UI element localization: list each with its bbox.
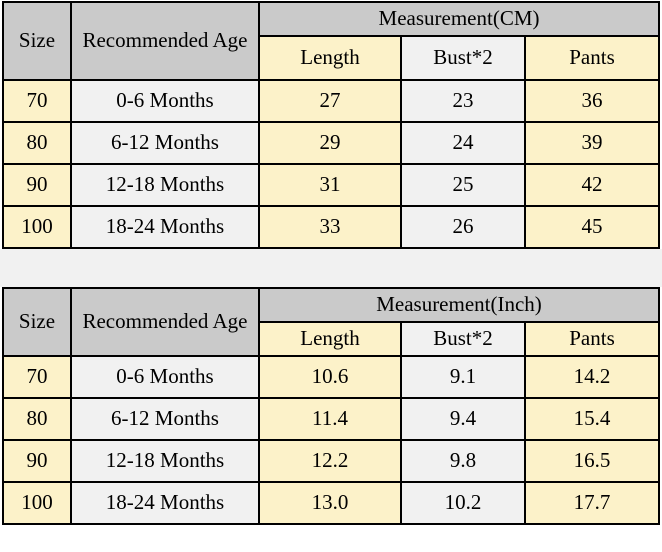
age-column-header: Recommended Age — [70, 287, 260, 357]
bust-cell: 25 — [400, 163, 526, 207]
age-cell: 18-24 Months — [70, 205, 260, 249]
size-column-header: Size — [2, 1, 72, 81]
bust-cell: 24 — [400, 121, 526, 165]
bust-cell: 23 — [400, 79, 526, 123]
length-cell: 31 — [258, 163, 402, 207]
bust-cell: 10.2 — [400, 481, 526, 525]
length-cell: 29 — [258, 121, 402, 165]
size-cell: 80 — [2, 121, 72, 165]
age-cell: 0-6 Months — [70, 355, 260, 399]
bust-cell: 9.1 — [400, 355, 526, 399]
age-cell: 12-18 Months — [70, 163, 260, 207]
length-column-header: Length — [258, 35, 402, 81]
size-cell: 80 — [2, 397, 72, 441]
age-column-header: Recommended Age — [70, 1, 260, 81]
length-cell: 13.0 — [258, 481, 402, 525]
pants-column-header: Pants — [523, 321, 661, 357]
pants-column-header: Pants — [523, 35, 661, 81]
bust-cell: 26 — [400, 205, 526, 249]
length-cell: 12.2 — [258, 439, 402, 483]
measurement-cm-header: Measurement(CM) — [257, 1, 661, 37]
age-cell: 6-12 Months — [70, 397, 260, 441]
pants-cell: 17.7 — [523, 481, 661, 525]
bust-cell: 9.4 — [400, 397, 526, 441]
size-cell: 100 — [2, 205, 72, 249]
table-row: 90 12-18 Months 12.2 9.8 16.5 — [2, 439, 661, 483]
table-row: 80 6-12 Months 11.4 9.4 15.4 — [2, 397, 661, 441]
age-cell: 12-18 Months — [70, 439, 260, 483]
table-row: 70 0-6 Months 27 23 36 — [2, 79, 661, 123]
inch-header-row-top: Size Recommended Age Measurement(Inch) — [2, 287, 661, 357]
pants-cell: 16.5 — [523, 439, 661, 483]
size-chart-image: Size Recommended Age Measurement(CM) Len… — [0, 1, 662, 525]
length-cell: 11.4 — [258, 397, 402, 441]
age-cell: 6-12 Months — [70, 121, 260, 165]
cm-header-row-top: Size Recommended Age Measurement(CM) — [2, 1, 661, 81]
bust-column-header: Bust*2 — [400, 35, 526, 81]
bust-column-header: Bust*2 — [400, 321, 526, 357]
table-row: 80 6-12 Months 29 24 39 — [2, 121, 661, 165]
size-column-header: Size — [2, 287, 72, 357]
size-cell: 70 — [2, 355, 72, 399]
age-cell: 0-6 Months — [70, 79, 260, 123]
size-cell: 70 — [2, 79, 72, 123]
length-cell: 10.6 — [258, 355, 402, 399]
pants-cell: 15.4 — [523, 397, 661, 441]
table-row: 100 18-24 Months 13.0 10.2 17.7 — [2, 481, 661, 525]
pants-cell: 39 — [523, 121, 661, 165]
size-chart-inch-table: Size Recommended Age Measurement(Inch) L… — [2, 287, 661, 525]
size-chart-cm-table: Size Recommended Age Measurement(CM) Len… — [2, 1, 661, 249]
table-row: 70 0-6 Months 10.6 9.1 14.2 — [2, 355, 661, 399]
pants-cell: 36 — [523, 79, 661, 123]
bust-cell: 9.8 — [400, 439, 526, 483]
pants-cell: 14.2 — [523, 355, 661, 399]
measurement-inch-header: Measurement(Inch) — [257, 287, 661, 323]
length-column-header: Length — [258, 321, 402, 357]
size-cell: 100 — [2, 481, 72, 525]
cm-header-row-sub: Length Bust*2 Pants — [3, 35, 661, 81]
size-cell: 90 — [2, 439, 72, 483]
length-cell: 33 — [258, 205, 402, 249]
size-cell: 90 — [2, 163, 72, 207]
pants-cell: 45 — [523, 205, 661, 249]
length-cell: 27 — [258, 79, 402, 123]
pants-cell: 42 — [523, 163, 661, 207]
inch-header-row-sub: Length Bust*2 Pants — [3, 321, 661, 357]
table-row: 90 12-18 Months 31 25 42 — [2, 163, 661, 207]
table-row: 100 18-24 Months 33 26 45 — [2, 205, 661, 249]
table-gap — [0, 249, 662, 287]
age-cell: 18-24 Months — [70, 481, 260, 525]
